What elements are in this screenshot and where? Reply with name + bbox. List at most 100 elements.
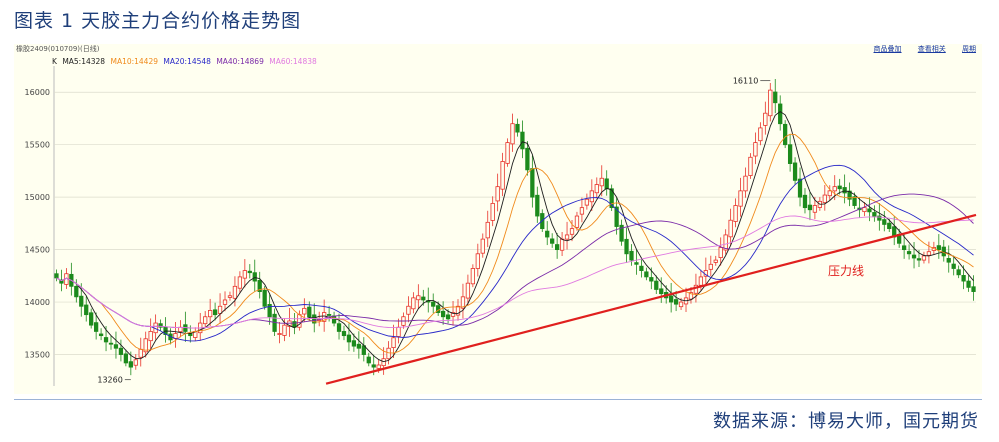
candle-body — [485, 221, 490, 239]
candle-body — [520, 131, 525, 150]
candle-body — [89, 312, 94, 326]
candle-body — [768, 89, 773, 117]
candle-body — [792, 162, 798, 181]
link-commodity-overlay[interactable]: 商品叠加 — [873, 45, 902, 53]
candle-body — [525, 147, 530, 171]
candle-body — [574, 215, 580, 228]
candle-body — [584, 198, 590, 206]
candle-body — [916, 258, 922, 261]
candle-body — [445, 314, 451, 320]
candle-body — [128, 361, 133, 368]
candle-body — [614, 206, 619, 227]
legend-k: K — [52, 57, 57, 66]
candle-body — [941, 246, 946, 257]
link-view-related[interactable]: 查看相关 — [917, 45, 946, 53]
candle-body — [406, 305, 411, 315]
legend-ma5: MA5:14328 — [62, 57, 106, 66]
y-tick-label: 15500 — [25, 141, 50, 150]
candle-body — [862, 207, 867, 213]
candle-body — [113, 344, 119, 349]
candle-body — [74, 285, 79, 298]
ma20-line — [56, 164, 974, 342]
candle-body — [282, 324, 287, 336]
candle-body — [758, 127, 763, 142]
candle-body — [148, 331, 153, 342]
high-label: 16110 — [733, 77, 758, 86]
candle-body — [302, 307, 307, 315]
candle-body — [564, 234, 570, 240]
candle-body — [103, 337, 109, 343]
candle-body — [371, 364, 376, 368]
legend-ma40: MA40:14869 — [216, 57, 264, 66]
candle-body — [550, 238, 555, 244]
candle-body — [133, 359, 138, 366]
y-tick-label: 15000 — [25, 193, 50, 202]
candle-body — [411, 297, 416, 310]
candle-body — [277, 333, 282, 335]
candle-body — [678, 301, 684, 308]
candle-body — [753, 142, 758, 157]
legend-ma20: MA20:14548 — [163, 57, 211, 66]
candle-body — [812, 205, 818, 213]
candle-body — [966, 280, 971, 288]
candle-body — [956, 269, 961, 276]
candle-body — [559, 238, 565, 251]
candle-body — [822, 194, 827, 204]
candle-body — [108, 342, 114, 345]
candle-body — [569, 228, 575, 235]
candle-body — [480, 238, 485, 254]
candle-body — [341, 331, 347, 337]
legend-ma60: MA60:14838 — [269, 57, 317, 66]
candle-body — [951, 263, 956, 269]
candle-body — [629, 250, 634, 261]
candle-body — [322, 312, 327, 322]
candle-body — [639, 265, 644, 271]
candle-body — [470, 268, 476, 285]
candle-body — [490, 203, 495, 221]
candle-body — [326, 314, 332, 316]
pressure-line — [325, 213, 977, 385]
candle-body — [579, 207, 585, 215]
candle-body — [877, 215, 882, 221]
candle-body — [421, 296, 426, 301]
candle-body — [971, 286, 976, 292]
candle-body — [911, 254, 917, 259]
link-period[interactable]: 周期 — [962, 45, 976, 53]
candle-body — [708, 263, 713, 270]
candle-body — [936, 245, 941, 251]
candle-body — [118, 347, 124, 355]
candle-body — [634, 262, 639, 265]
candle-body — [500, 161, 505, 190]
candle-body — [688, 292, 694, 300]
candle-body — [465, 282, 471, 299]
ma40-line — [56, 193, 974, 329]
candle-body — [416, 295, 421, 301]
candle-body — [852, 196, 857, 206]
candle-body — [212, 309, 218, 316]
candle-body — [718, 247, 723, 258]
candle-body — [203, 316, 208, 325]
candle-body — [307, 306, 312, 318]
candle-body — [763, 112, 768, 126]
candle-body — [257, 280, 262, 292]
candle-body — [267, 303, 272, 318]
candle-body — [787, 144, 793, 164]
candle-body — [242, 270, 247, 279]
candle-body — [460, 296, 466, 309]
candle-body — [84, 304, 89, 316]
candle-body — [807, 204, 813, 211]
candle-body — [773, 91, 778, 104]
candle-body — [515, 123, 520, 133]
price-chart: 13500 14000 14500 15000 15500 16000 16110 13260… — [25, 66, 977, 386]
divider — [14, 399, 982, 400]
candle-body — [381, 358, 386, 367]
candle-body — [946, 258, 951, 263]
y-tick-label: 14500 — [25, 246, 50, 255]
candle-body — [832, 186, 837, 192]
candle-body — [79, 295, 84, 307]
candle-body — [837, 185, 842, 190]
candle-body — [783, 123, 788, 146]
candle-body — [778, 103, 783, 125]
candle-body — [738, 190, 743, 207]
candle-body — [698, 276, 704, 286]
